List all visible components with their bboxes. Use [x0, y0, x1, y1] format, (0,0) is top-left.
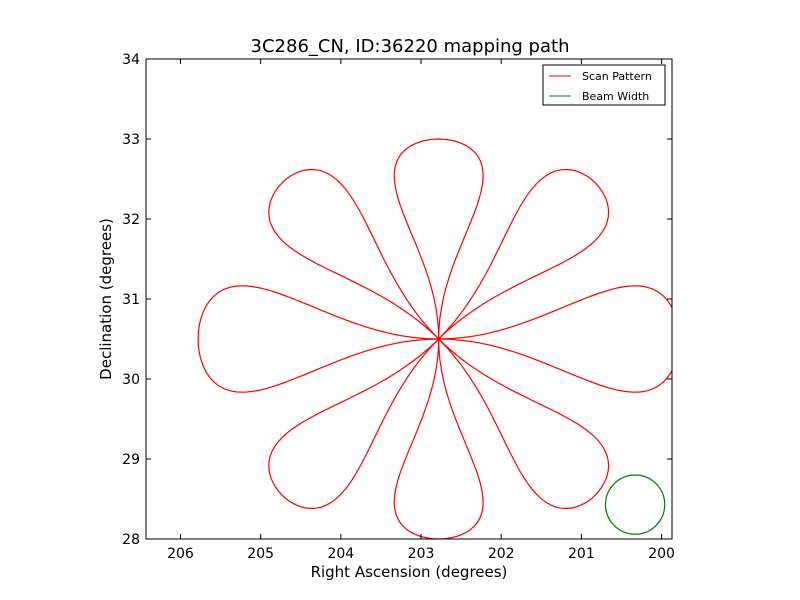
y-tick-label-31: 31 [122, 292, 140, 308]
x-tick-label-201: 201 [568, 546, 595, 562]
y-tick-label-30: 30 [122, 372, 140, 388]
series-clip-group [197, 138, 672, 539]
x-tick-label-200: 200 [648, 546, 675, 562]
plot-area: 206 205 204 203 202 201 200 28 29 30 31 32 33 34 [122, 52, 675, 562]
legend-label-beam-width: Beam Width [582, 90, 649, 103]
x-tick-label-206: 206 [167, 546, 194, 562]
y-tick-label-33: 33 [122, 132, 140, 148]
y-tick-label-29: 29 [122, 452, 140, 468]
axes-background [146, 59, 672, 539]
legend-box [542, 64, 666, 106]
chart-title: 3C286_CN, ID:36220 mapping path [251, 36, 570, 57]
y-tick-label-34: 34 [122, 52, 140, 68]
y-axis-label: Declination (degrees) [97, 218, 115, 380]
ticks-layer: 206 205 204 203 202 201 200 28 29 30 31 32 33 34 [122, 52, 675, 562]
x-tick-label-204: 204 [327, 546, 354, 562]
y-tick-label-28: 28 [122, 532, 140, 548]
legend: Scan Pattern Beam Width [542, 64, 666, 106]
legend-label-scan-pattern: Scan Pattern [582, 70, 652, 83]
series-beam-width [604, 474, 666, 535]
x-tick-label-203: 203 [408, 546, 435, 562]
y-tick-label-32: 32 [122, 212, 140, 228]
x-tick-label-202: 202 [488, 546, 515, 562]
x-tick-label-205: 205 [247, 546, 274, 562]
series-scan-pattern [197, 138, 672, 539]
x-axis-label: Right Ascension (degrees) [311, 563, 508, 581]
series-layer [197, 138, 672, 539]
